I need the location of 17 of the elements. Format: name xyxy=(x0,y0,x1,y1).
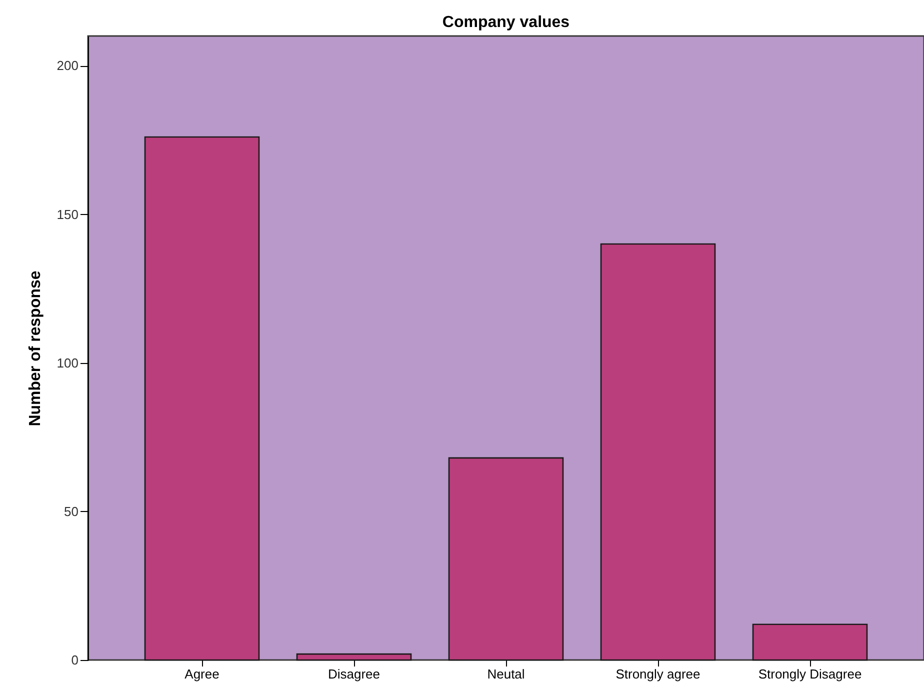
bar xyxy=(752,624,868,661)
y-axis-title: Number of response xyxy=(26,270,44,426)
bar xyxy=(448,457,564,661)
chart-title: Company values xyxy=(442,14,570,31)
bar xyxy=(144,136,260,661)
x-tick-label: Strongly agree xyxy=(616,666,700,682)
bar xyxy=(296,653,412,661)
y-tick-label: 150 xyxy=(56,206,78,222)
y-tick-label: 200 xyxy=(56,58,78,74)
x-tick-label: Neutal xyxy=(487,666,525,682)
x-tick-label: Agree xyxy=(184,666,220,682)
x-tick-label: Strongly Disagree xyxy=(758,666,862,682)
y-tick-label: 100 xyxy=(56,355,78,370)
y-tick-label: 50 xyxy=(64,504,78,519)
bar xyxy=(600,243,716,661)
y-tick-label: 0 xyxy=(71,652,78,668)
x-tick-label: Disagree xyxy=(328,666,380,682)
